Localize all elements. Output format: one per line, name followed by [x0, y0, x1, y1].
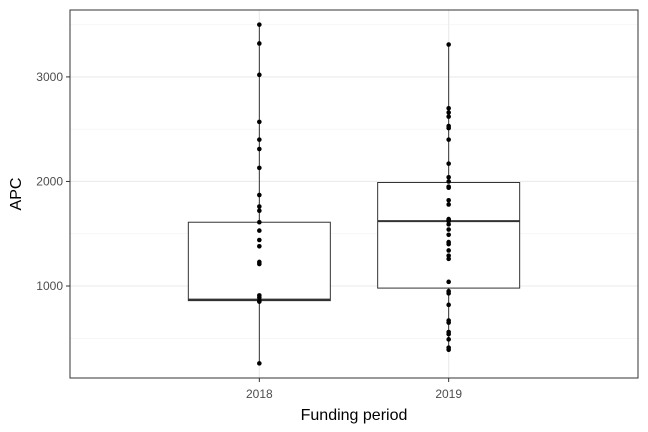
boxes-layer: [187, 24, 521, 364]
data-point: [446, 222, 451, 227]
data-point: [446, 241, 451, 247]
data-point: [257, 22, 262, 27]
data-point: [446, 125, 451, 131]
data-point: [257, 243, 262, 249]
data-point: [257, 208, 262, 214]
y-tick-label: 1000: [36, 279, 63, 293]
data-point: [257, 299, 262, 304]
x-axis-ticks: 2018 2019: [246, 378, 462, 401]
data-point: [257, 237, 262, 243]
data-point: [257, 192, 262, 198]
data-point: [446, 105, 451, 111]
data-point: [446, 110, 451, 115]
data-point: [257, 165, 262, 171]
data-point: [446, 232, 451, 238]
minor-gridlines: [70, 24, 638, 339]
data-point: [257, 137, 262, 142]
data-point: [446, 179, 451, 184]
data-point: [257, 146, 262, 152]
y-axis-title: APC: [8, 178, 25, 211]
points-layer: [257, 22, 451, 366]
data-point: [446, 291, 451, 296]
y-axis-ticks: 1000 2000 3000: [36, 70, 70, 293]
x-axis-title: Funding period: [301, 407, 408, 424]
data-point: [257, 261, 262, 267]
data-point: [257, 72, 262, 78]
data-point: [446, 279, 451, 285]
data-point: [446, 331, 451, 337]
data-point: [446, 137, 451, 142]
data-point: [446, 256, 451, 262]
data-point: [257, 41, 262, 46]
data-point: [446, 347, 451, 353]
data-point: [257, 219, 262, 225]
data-point: [446, 174, 451, 180]
panel-border: [69, 9, 639, 379]
data-point: [446, 320, 451, 325]
data-point: [446, 114, 451, 119]
major-gridlines: [70, 10, 638, 378]
data-point: [446, 197, 451, 203]
data-point: [446, 161, 451, 166]
data-point: [257, 119, 262, 125]
x-tick-label: 2018: [246, 387, 273, 401]
x-tick-label: 2019: [435, 387, 462, 401]
data-point: [257, 204, 262, 209]
data-point: [257, 228, 262, 233]
y-tick-label: 2000: [36, 174, 63, 188]
data-point: [446, 202, 451, 207]
data-point: [446, 42, 451, 47]
data-point: [446, 248, 451, 253]
data-point: [446, 227, 451, 232]
data-point: [446, 185, 451, 191]
data-point: [446, 302, 451, 308]
data-point: [446, 337, 451, 342]
data-point: [257, 361, 262, 366]
y-tick-label: 3000: [36, 70, 63, 84]
